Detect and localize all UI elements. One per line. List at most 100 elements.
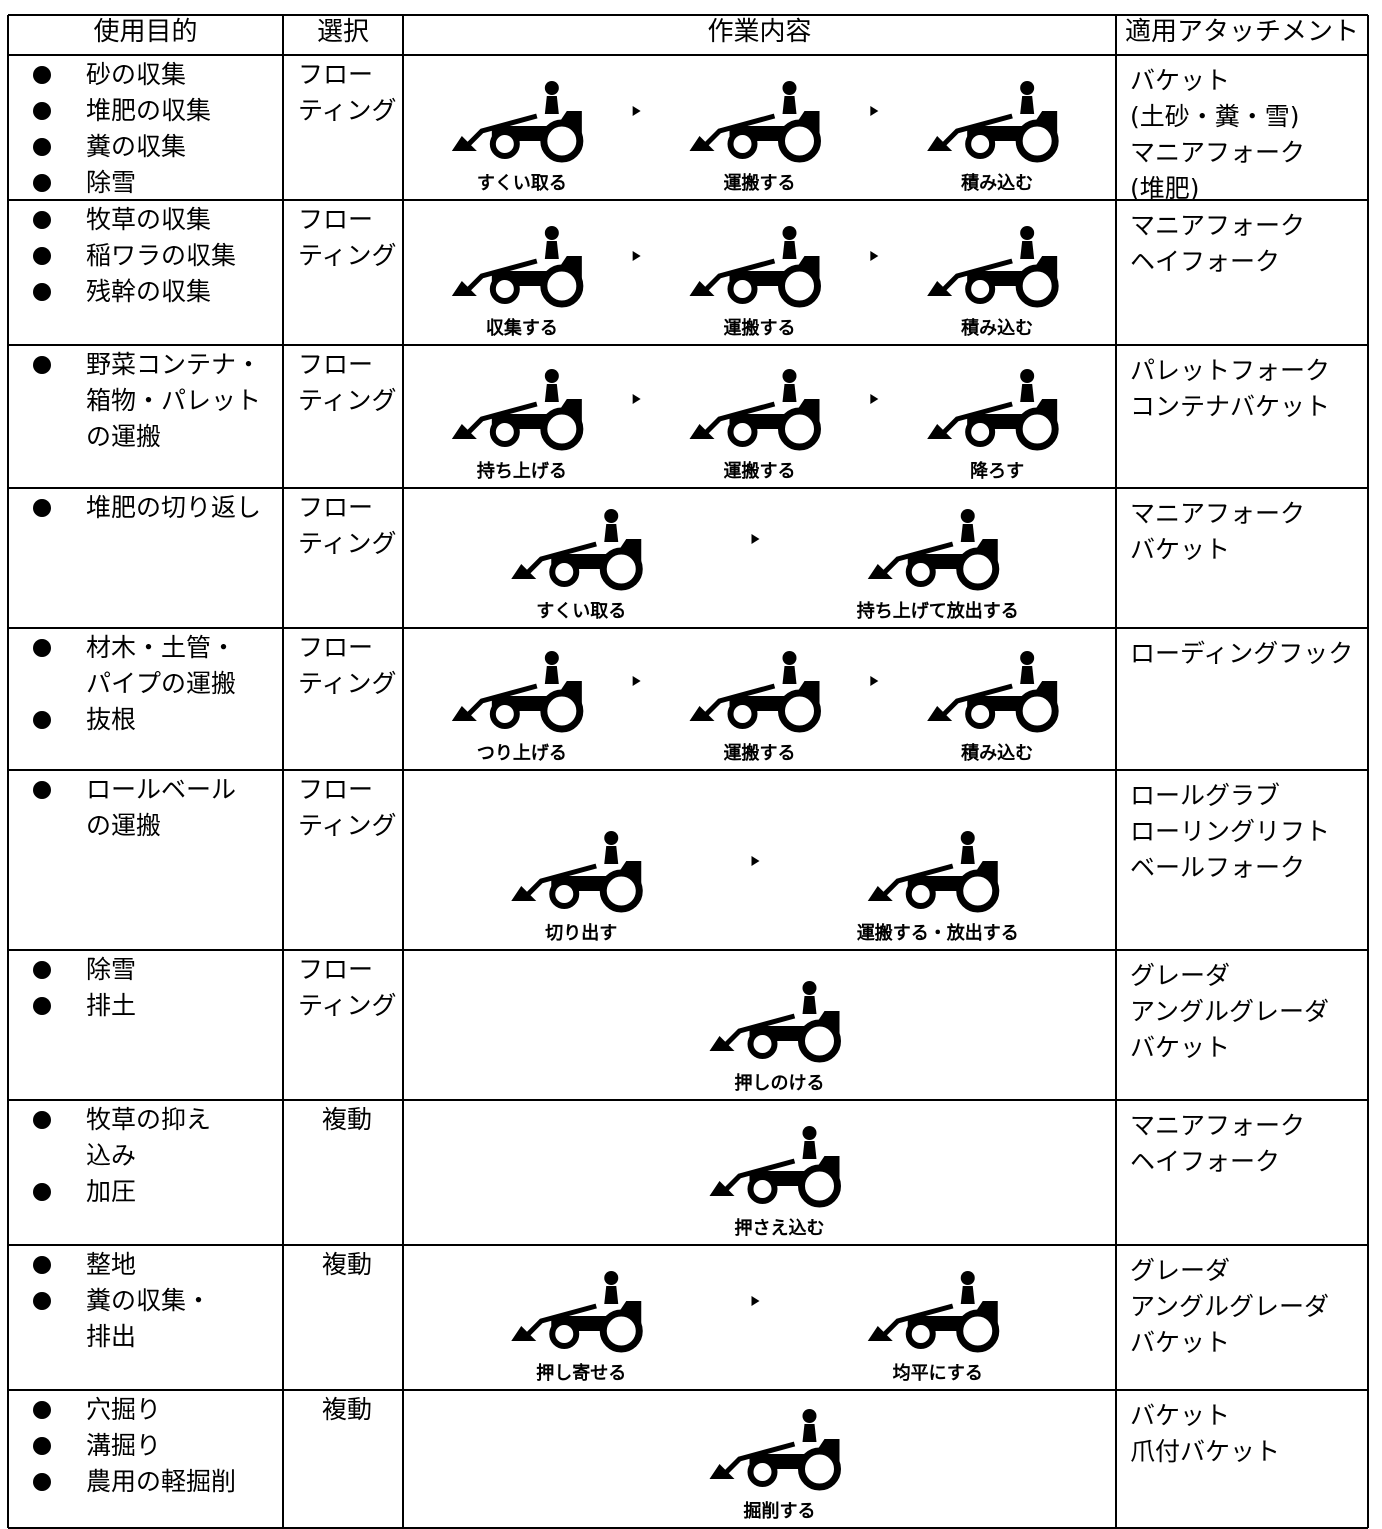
rear-wheel xyxy=(540,264,584,308)
bullet xyxy=(33,1256,51,1274)
step-arrow xyxy=(632,676,641,686)
attachment-text: バケット xyxy=(1130,66,1231,95)
attachment xyxy=(689,424,715,439)
driver-body xyxy=(1020,96,1035,114)
step-caption: 積み込む xyxy=(961,318,1034,339)
attachment-text: ローディングフック xyxy=(1130,639,1354,668)
purpose-text: 材木・土管・ xyxy=(86,633,237,662)
bullet xyxy=(33,639,51,657)
attachment-text: ヘイフォーク xyxy=(1130,247,1281,276)
rear-wheel xyxy=(798,1447,841,1491)
driver-body xyxy=(782,666,797,684)
attachment xyxy=(709,1464,735,1479)
purpose-text: ロールベール xyxy=(86,775,237,804)
front-wheel xyxy=(489,699,520,729)
driver-body xyxy=(802,996,817,1014)
tractor-illustration xyxy=(867,509,1000,591)
step-arrow xyxy=(632,251,641,261)
driver-body xyxy=(782,96,797,114)
bullet xyxy=(33,138,51,156)
step-caption: 均平にする xyxy=(892,1363,983,1384)
step-caption: すくい取る xyxy=(536,601,627,622)
tractor-illustration xyxy=(709,1409,841,1491)
loader-arm xyxy=(940,683,1013,718)
driver-head xyxy=(1020,369,1035,383)
purpose-text: 農用の軽掘削 xyxy=(86,1467,237,1496)
front-wheel xyxy=(489,129,520,159)
purpose-text: 堆肥の収集 xyxy=(86,96,212,125)
attachment-text: ロールグラブ xyxy=(1130,781,1281,810)
step-arrow xyxy=(751,534,760,544)
rear-wheel xyxy=(599,1309,643,1353)
driver-body xyxy=(802,1141,817,1159)
front-wheel xyxy=(905,879,936,909)
purpose-text: 牧草の抑え xyxy=(86,1105,212,1134)
rear-wheel xyxy=(599,869,643,913)
attachment-text: アングルグレーダ xyxy=(1130,997,1330,1026)
loader-arm xyxy=(722,1441,796,1476)
rear-wheel xyxy=(1015,407,1059,451)
driver-head xyxy=(1020,81,1035,95)
loader-arm xyxy=(465,401,538,436)
bullet xyxy=(33,211,51,229)
attachment xyxy=(451,424,477,439)
purpose-text: 整地 xyxy=(86,1250,137,1279)
tractor-illustration xyxy=(689,81,821,163)
attachment xyxy=(709,1181,735,1196)
step-arrow xyxy=(632,394,641,404)
attachment xyxy=(511,564,537,579)
front-wheel xyxy=(747,1174,778,1204)
selection-text: ティング xyxy=(298,529,397,558)
step-caption: 掘削する xyxy=(743,1501,816,1522)
purpose-text: 除雪 xyxy=(86,955,137,984)
attachment-text: バケット xyxy=(1130,535,1231,564)
step-caption: 積み込む xyxy=(961,173,1034,194)
attachment-text: ベールフォーク xyxy=(1130,853,1306,882)
attachment-text: ローリングリフト xyxy=(1130,817,1331,846)
rear-wheel xyxy=(540,119,584,163)
rear-wheel xyxy=(778,264,821,308)
driver-body xyxy=(960,846,975,864)
bullet xyxy=(33,1437,51,1455)
bullet xyxy=(33,1183,51,1201)
driver-body xyxy=(604,846,619,864)
rear-wheel xyxy=(778,119,821,163)
attachment xyxy=(709,1036,735,1051)
step-caption: 収集する xyxy=(485,318,558,339)
loader-arm xyxy=(702,401,776,436)
tractor-illustration xyxy=(927,369,1059,451)
driver-head xyxy=(782,369,797,383)
purpose-text: の運搬 xyxy=(86,811,162,840)
driver-body xyxy=(544,666,559,684)
purpose-text: 加圧 xyxy=(86,1177,137,1206)
front-wheel xyxy=(747,1029,778,1059)
purpose-text: 糞の収集・ xyxy=(86,1286,212,1315)
purpose-text: 堆肥の切り返し xyxy=(86,493,262,522)
bullet xyxy=(33,781,51,799)
tractor-illustration xyxy=(709,1126,841,1208)
loader-arm xyxy=(524,863,597,898)
attachment-text: バケット xyxy=(1130,1401,1231,1430)
driver-head xyxy=(960,831,975,845)
loader-arm xyxy=(465,258,538,293)
step-caption: 運搬する・放出する xyxy=(856,923,1019,944)
step-caption: 降ろす xyxy=(970,461,1025,482)
tractor-illustration xyxy=(511,831,643,913)
attachment xyxy=(689,706,715,721)
loader-arm xyxy=(940,113,1013,148)
attachment xyxy=(927,424,953,439)
driver-head xyxy=(544,81,559,95)
front-wheel xyxy=(489,417,520,447)
bullet xyxy=(33,283,51,301)
driver-body xyxy=(960,1286,975,1304)
attachment-text: マニアフォーク xyxy=(1130,138,1306,167)
driver-head xyxy=(544,226,559,240)
driver-head xyxy=(604,831,619,845)
step-caption: 積み込む xyxy=(961,743,1034,764)
tractor-illustration xyxy=(927,651,1059,733)
step-caption: 押さえ込む xyxy=(734,1218,825,1239)
front-wheel xyxy=(549,879,580,909)
purpose-text: 溝掘り xyxy=(86,1431,162,1460)
purpose-text: 穴掘り xyxy=(86,1395,162,1424)
